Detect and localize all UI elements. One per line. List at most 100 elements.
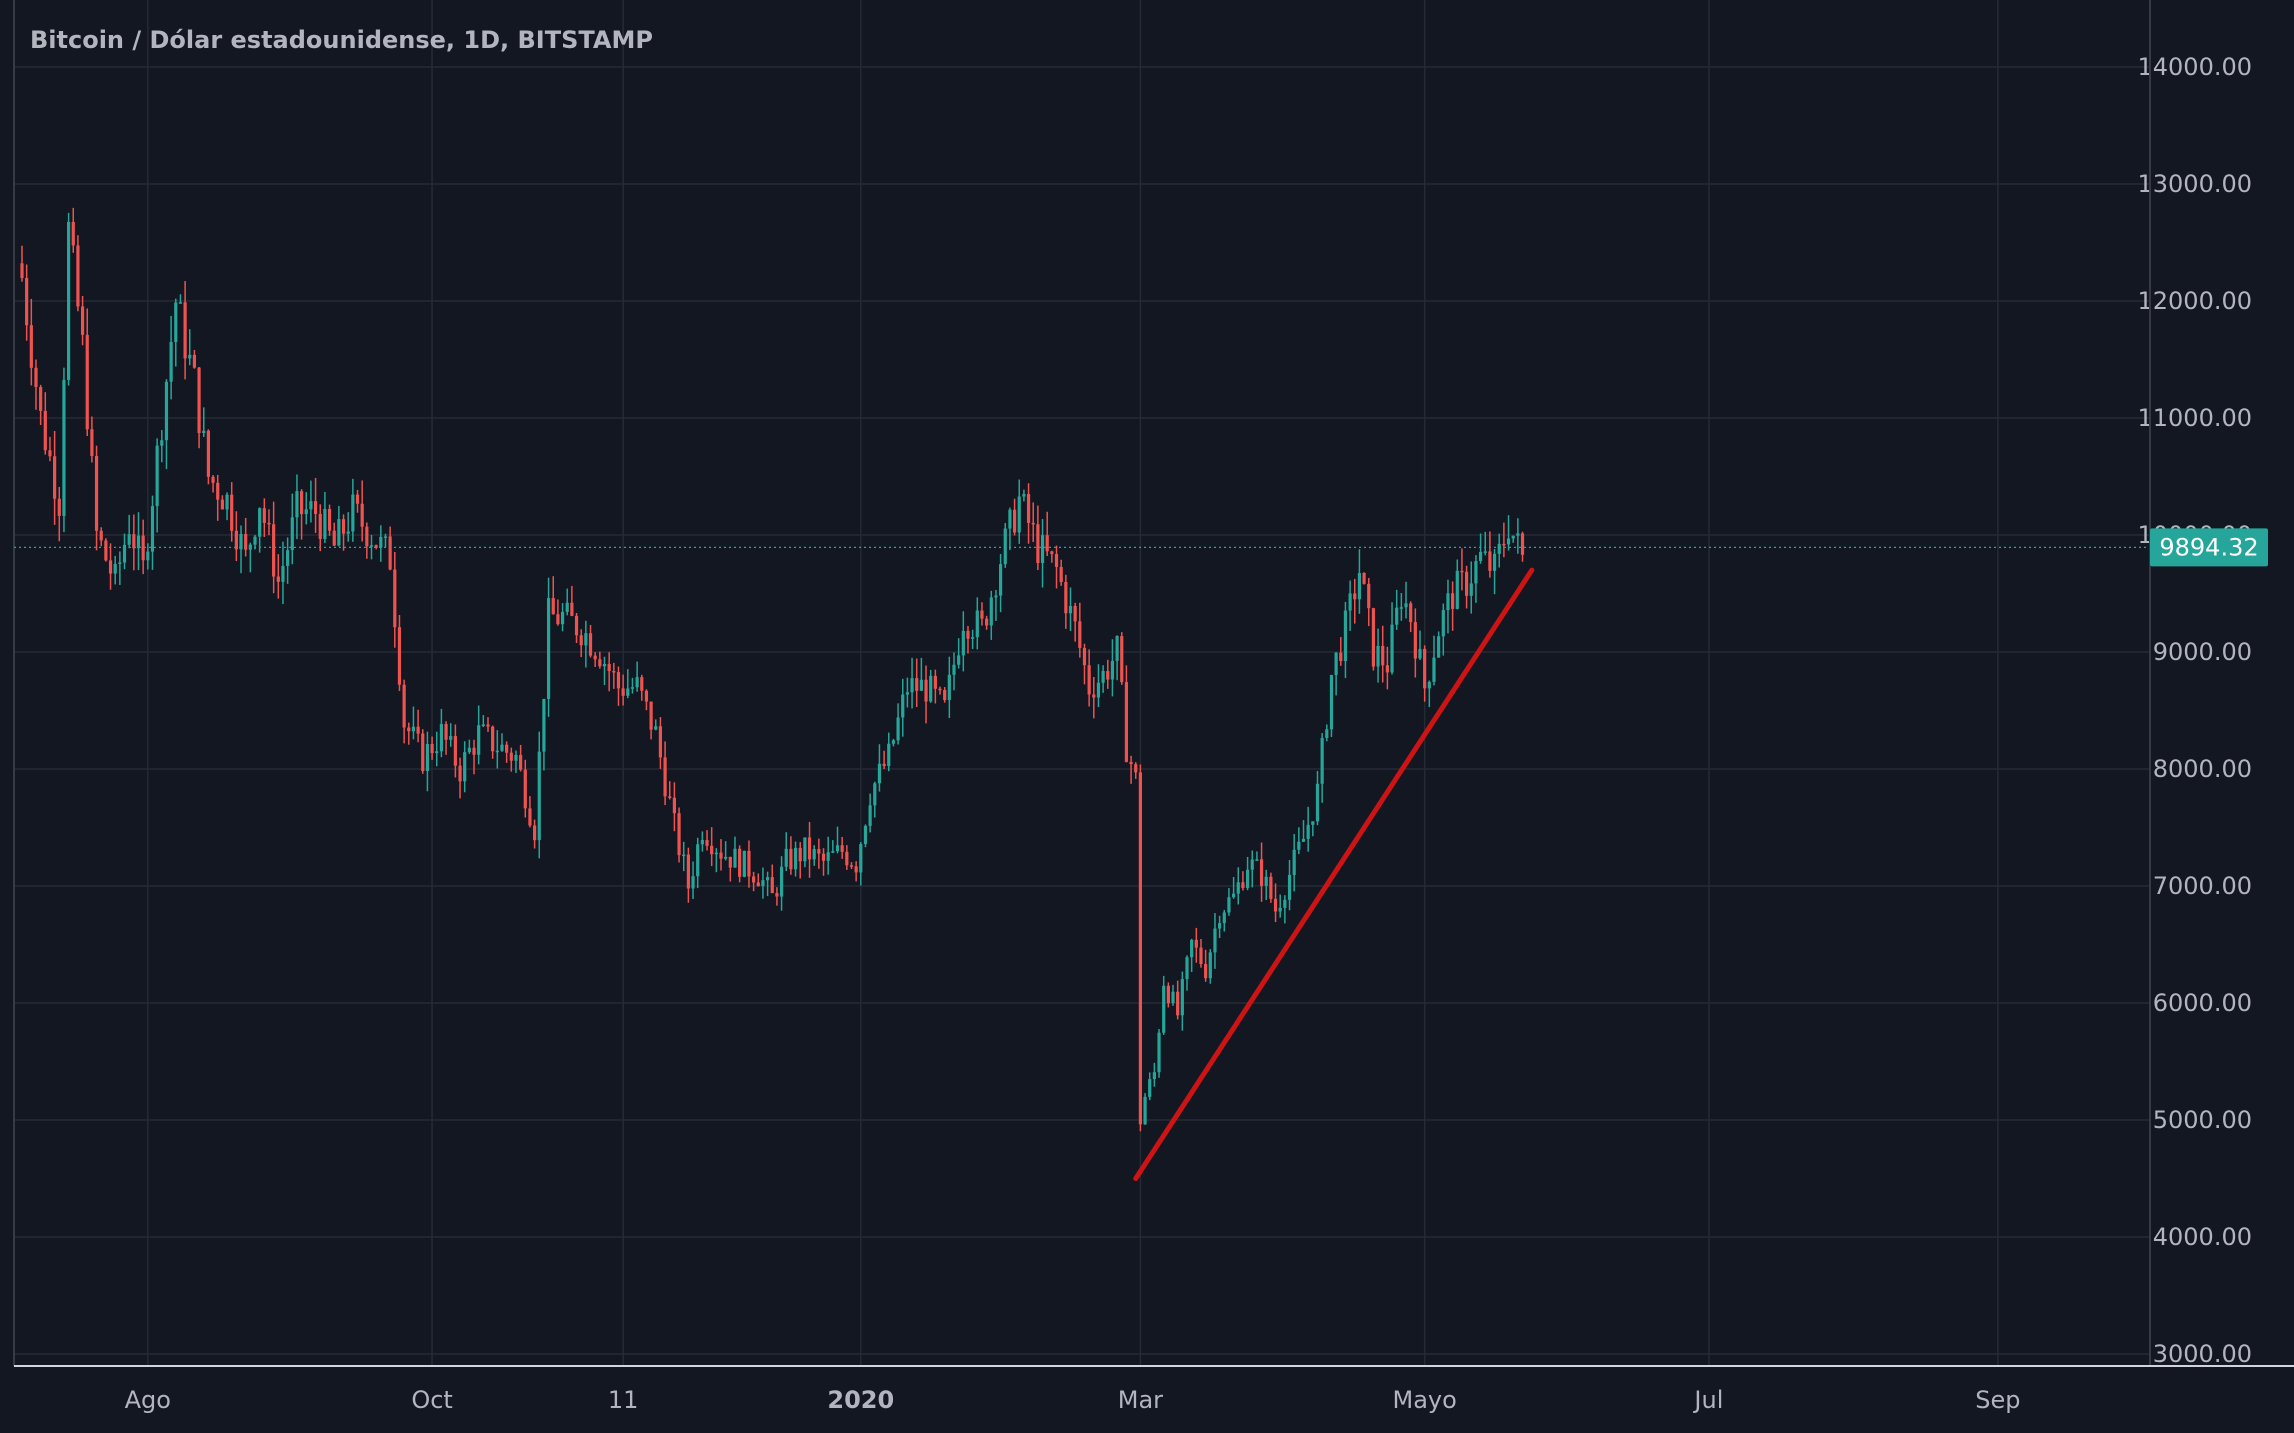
candle[interactable]	[1236, 867, 1240, 905]
candle[interactable]	[672, 782, 676, 832]
candle[interactable]	[1120, 632, 1124, 685]
candle[interactable]	[113, 555, 117, 585]
candle[interactable]	[556, 599, 560, 626]
candle[interactable]	[1017, 479, 1021, 544]
candle[interactable]	[39, 384, 43, 426]
candle[interactable]	[300, 489, 304, 540]
candle[interactable]	[537, 731, 541, 859]
candle[interactable]	[663, 741, 667, 806]
candle[interactable]	[295, 474, 299, 540]
candle[interactable]	[812, 845, 816, 866]
candle[interactable]	[1483, 531, 1487, 556]
candle[interactable]	[1441, 603, 1445, 656]
candle[interactable]	[355, 489, 360, 513]
candle[interactable]	[584, 620, 588, 668]
candle[interactable]	[29, 298, 33, 386]
candle[interactable]	[230, 482, 234, 542]
candle[interactable]	[313, 477, 318, 533]
candle[interactable]	[416, 709, 420, 743]
candle[interactable]	[351, 478, 355, 542]
candle[interactable]	[76, 235, 80, 312]
candle[interactable]	[738, 845, 742, 883]
candle[interactable]	[840, 836, 844, 859]
candle[interactable]	[621, 674, 625, 706]
candle[interactable]	[80, 295, 85, 346]
candle[interactable]	[1152, 1062, 1156, 1087]
candle[interactable]	[164, 379, 169, 470]
candle[interactable]	[472, 739, 476, 775]
candle[interactable]	[696, 837, 700, 889]
candle[interactable]	[388, 526, 392, 571]
candle[interactable]	[1232, 876, 1236, 899]
candle[interactable]	[43, 392, 47, 455]
candle[interactable]	[1031, 502, 1035, 543]
candle[interactable]	[630, 677, 635, 694]
candle[interactable]	[1329, 674, 1334, 737]
candle[interactable]	[742, 850, 746, 878]
candle[interactable]	[178, 294, 183, 304]
candle[interactable]	[705, 830, 709, 851]
candle[interactable]	[957, 638, 961, 669]
candle[interactable]	[1306, 806, 1310, 852]
candle[interactable]	[146, 543, 150, 570]
candle[interactable]	[565, 588, 569, 616]
candle[interactable]	[449, 723, 453, 747]
candle[interactable]	[481, 715, 485, 728]
candle[interactable]	[1278, 894, 1282, 918]
candle[interactable]	[803, 837, 807, 868]
candle[interactable]	[463, 741, 467, 793]
candle[interactable]	[444, 721, 448, 755]
candle[interactable]	[1124, 665, 1129, 763]
candle[interactable]	[332, 522, 336, 547]
candle[interactable]	[407, 722, 411, 745]
candle[interactable]	[1385, 646, 1389, 690]
candle[interactable]	[1204, 949, 1208, 982]
candle[interactable]	[961, 611, 965, 672]
candle[interactable]	[1460, 548, 1464, 591]
candle[interactable]	[714, 848, 718, 873]
candle[interactable]	[640, 674, 644, 701]
candle[interactable]	[132, 514, 136, 571]
candle[interactable]	[286, 537, 290, 584]
candle[interactable]	[1418, 630, 1422, 661]
candle[interactable]	[150, 495, 155, 570]
candle[interactable]	[849, 862, 854, 870]
candle[interactable]	[94, 445, 99, 551]
candle[interactable]	[654, 719, 658, 731]
candle[interactable]	[1357, 549, 1362, 614]
candle[interactable]	[1054, 545, 1059, 589]
candle[interactable]	[1451, 581, 1455, 631]
candle[interactable]	[1199, 939, 1203, 968]
candle[interactable]	[1166, 982, 1170, 1008]
candle[interactable]	[216, 474, 220, 521]
candle[interactable]	[1194, 927, 1198, 963]
candle[interactable]	[756, 873, 760, 887]
candle[interactable]	[1180, 971, 1184, 1031]
trendline[interactable]	[1133, 567, 1535, 1181]
candle[interactable]	[1348, 580, 1352, 631]
candle[interactable]	[728, 856, 732, 882]
candle[interactable]	[34, 359, 38, 410]
candle[interactable]	[337, 505, 341, 547]
candle[interactable]	[99, 527, 103, 547]
candle[interactable]	[579, 629, 583, 658]
candle[interactable]	[108, 543, 113, 590]
candle[interactable]	[570, 585, 574, 617]
candle[interactable]	[910, 657, 914, 709]
candle[interactable]	[383, 533, 388, 548]
candle[interactable]	[1381, 625, 1385, 683]
candle[interactable]	[733, 836, 737, 868]
candle[interactable]	[574, 612, 579, 644]
candle[interactable]	[1269, 872, 1273, 903]
candle[interactable]	[1367, 577, 1371, 627]
candle[interactable]	[1353, 578, 1357, 624]
candle[interactable]	[877, 744, 882, 792]
candle[interactable]	[542, 698, 546, 771]
candle[interactable]	[1040, 519, 1045, 588]
candle[interactable]	[374, 544, 378, 550]
candle[interactable]	[1078, 602, 1082, 658]
candle[interactable]	[1082, 643, 1087, 685]
candle[interactable]	[766, 871, 770, 897]
candle[interactable]	[1455, 559, 1459, 610]
candle[interactable]	[1045, 511, 1049, 556]
